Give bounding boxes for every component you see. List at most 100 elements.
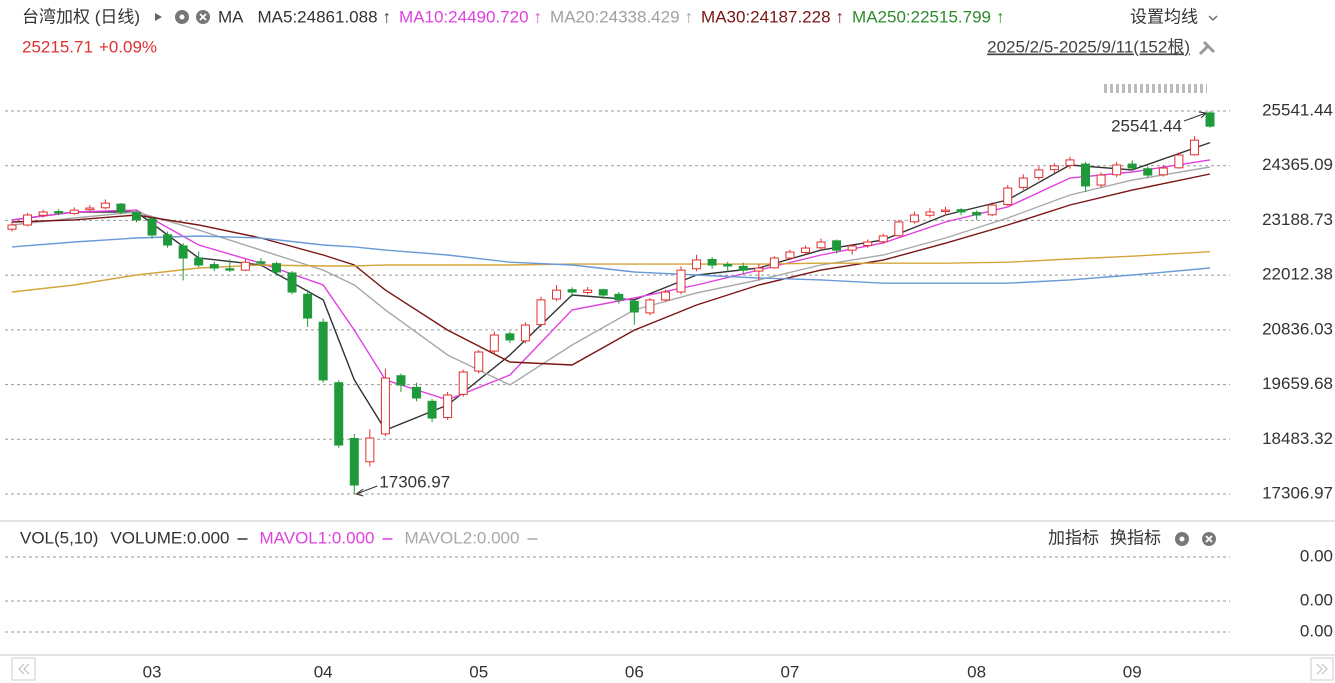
candle-body xyxy=(832,240,842,251)
last-price: 25215.71 xyxy=(22,37,93,56)
candle-body xyxy=(396,375,406,386)
candle-body xyxy=(567,289,577,293)
candle-body xyxy=(178,245,188,259)
candle-body xyxy=(256,261,266,264)
date-range[interactable]: 2025/2/5-2025/9/11(152根) xyxy=(987,37,1190,56)
candle-body xyxy=(660,291,670,301)
y-tick-label: 17306.97 xyxy=(1262,483,1333,502)
switch-indicator[interactable]: 换指标 xyxy=(1110,528,1161,547)
expand-icon[interactable] xyxy=(155,13,162,21)
candle-body xyxy=(676,269,686,293)
legend-entry: MAVOL1:0.000 xyxy=(260,528,375,547)
y-tick-label: 0.00 xyxy=(1300,621,1333,640)
max-arrow xyxy=(1183,111,1208,122)
settings-icon-hole xyxy=(179,14,185,20)
candle-body xyxy=(909,214,919,223)
candle-body xyxy=(723,264,733,267)
y-tick-label: 22012.38 xyxy=(1262,265,1333,284)
candle-body xyxy=(785,251,795,259)
candle-body xyxy=(941,209,951,213)
settings-caret xyxy=(1208,15,1218,21)
legend-trend: ↑ xyxy=(534,7,543,26)
candle-body xyxy=(1034,169,1044,179)
candle-body xyxy=(598,289,608,296)
candle-body xyxy=(412,386,422,399)
volume-title: VOL(5,10) xyxy=(20,528,98,547)
candle-body xyxy=(1205,112,1215,127)
pin-icon[interactable] xyxy=(1198,40,1216,56)
candle-body xyxy=(816,241,826,249)
volume-close-cross xyxy=(1205,535,1213,543)
price-change: +0.09% xyxy=(99,37,157,56)
candle-body xyxy=(334,382,344,446)
min-annotation: 17306.97 xyxy=(379,472,450,491)
candle-body xyxy=(987,204,997,216)
candle-body xyxy=(738,265,748,271)
candle-body xyxy=(1003,187,1013,206)
candle-body xyxy=(1112,164,1122,176)
legend-entry: MA30:24187.228 xyxy=(701,7,831,26)
candle-body xyxy=(692,259,702,270)
candle-body xyxy=(240,261,250,271)
legend-entry: MA20:24338.429 xyxy=(550,7,680,26)
legend-entry: MAVOL2:0.000 xyxy=(404,528,519,547)
candle-body xyxy=(271,263,281,273)
y-tick-label: 24365.09 xyxy=(1262,155,1333,174)
candle-body xyxy=(365,437,375,463)
candle-body xyxy=(1189,139,1199,156)
candle-body xyxy=(520,324,530,342)
candle-body xyxy=(209,264,219,269)
legend-entry: MA5:24861.088 xyxy=(258,7,378,26)
candle-body xyxy=(225,268,235,271)
min-arrow xyxy=(355,485,378,497)
candle-body xyxy=(878,235,888,243)
candle-body xyxy=(614,293,624,301)
y-tick-label: 19659.68 xyxy=(1262,374,1333,393)
volume-settings-hole xyxy=(1179,536,1185,542)
candle-body xyxy=(536,299,546,326)
x-tick-label: 07 xyxy=(780,662,799,681)
settings-button[interactable]: 设置均线 xyxy=(1130,7,1198,26)
candle-body xyxy=(1096,174,1106,186)
candle-body xyxy=(147,218,157,236)
legend-entry: MA250:22515.799 xyxy=(852,7,991,26)
candle-body xyxy=(131,211,141,221)
y-tick-label: 0.00 xyxy=(1300,546,1333,565)
candle-body xyxy=(23,214,33,226)
candle-body xyxy=(489,334,499,352)
x-tick-label: 04 xyxy=(314,662,333,681)
candle-body xyxy=(894,221,904,237)
candle-body xyxy=(629,300,639,313)
candle-body xyxy=(303,293,313,319)
candle-body xyxy=(847,245,857,251)
candle-body xyxy=(318,321,328,381)
legend-trend: ↑ xyxy=(996,7,1005,26)
candle-body xyxy=(956,209,966,213)
legend-entry: MA10:24490.720 xyxy=(399,7,529,26)
candle-body xyxy=(458,371,468,395)
add-indicator[interactable]: 加指标 xyxy=(1048,528,1099,547)
y-tick-label: 18483.32 xyxy=(1262,429,1333,448)
candle-body xyxy=(116,203,126,213)
ma-line xyxy=(11,159,1211,401)
candle-body xyxy=(1018,177,1028,188)
candle-body xyxy=(863,241,873,246)
candle-body xyxy=(972,211,982,216)
candle-body xyxy=(443,394,453,419)
max-annotation: 25541.44 xyxy=(1111,116,1182,135)
candle-body xyxy=(754,267,764,272)
scroll-right-icon xyxy=(1316,663,1328,675)
ma-line xyxy=(11,251,1211,293)
ma-line xyxy=(11,235,1211,284)
candle-body xyxy=(194,257,204,266)
candle-body xyxy=(707,258,717,266)
candle-body xyxy=(287,272,297,293)
x-tick-label: 06 xyxy=(625,662,644,681)
legend-trend: ↑ xyxy=(685,7,694,26)
y-tick-label: 23188.73 xyxy=(1262,210,1333,229)
candle-body xyxy=(349,438,359,486)
legend-entry: VOLUME:0.000 xyxy=(110,528,229,547)
